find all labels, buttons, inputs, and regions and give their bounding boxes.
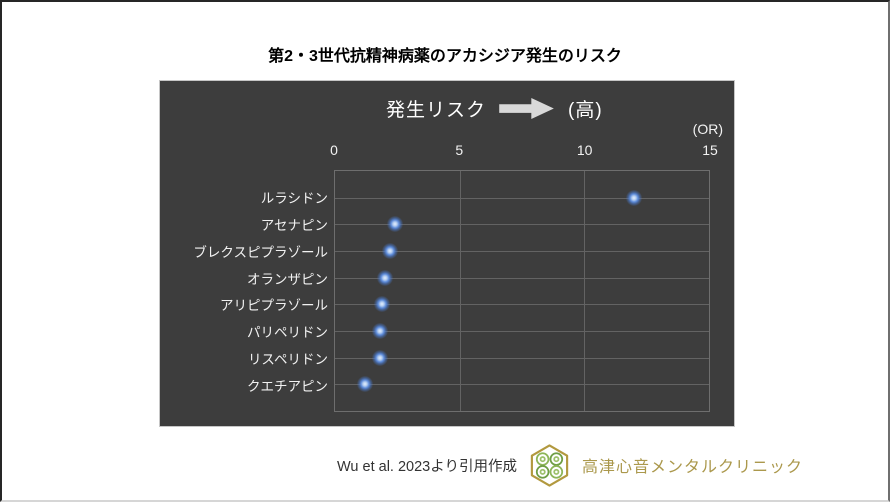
y-axis-labels: ルラシドンアセナピンブレクスピプラゾールオランザピンアリピプラゾールパリペリドン… xyxy=(160,170,328,412)
y-axis-category-label: リスペリドン xyxy=(247,352,328,368)
y-axis-category-label: オランザピン xyxy=(247,271,328,287)
horizontal-gridline xyxy=(335,330,709,332)
clinic-name: 高津心音メンタルクリニック xyxy=(581,459,803,476)
x-axis-tick-label: 0 xyxy=(330,142,338,158)
data-point xyxy=(374,296,391,313)
chart-header: 発生リスク (高) xyxy=(386,95,603,122)
horizontal-gridline xyxy=(335,357,709,359)
y-axis-category-label: ブレクスピプラゾール xyxy=(193,244,328,260)
plot-area xyxy=(334,170,710,412)
horizontal-gridline xyxy=(335,250,709,252)
vertical-gridline xyxy=(584,171,586,411)
data-point xyxy=(371,322,388,339)
x-axis-tick-label: 10 xyxy=(576,142,593,158)
data-point xyxy=(381,242,398,259)
data-point xyxy=(356,376,373,393)
page-title: 第2・3世代抗精神病薬のアカシジア発生のリスク xyxy=(268,48,622,65)
high-label: (高) xyxy=(568,100,603,121)
y-axis-category-label: アセナピン xyxy=(260,217,328,233)
horizontal-gridline xyxy=(335,197,709,199)
x-axis-tick-label: 15 xyxy=(702,142,718,158)
footer: Wu et al. 2023より引用作成 高津心音メンタルクリニック xyxy=(337,440,803,490)
x-axis-tick-label: 5 xyxy=(455,142,464,158)
risk-direction-label: 発生リスク xyxy=(386,100,487,121)
y-axis-category-label: クエチアピン xyxy=(247,379,328,395)
data-point xyxy=(371,349,388,366)
chart-panel: 発生リスク (高) (OR) 0 5 10 15 ルラシドンアセナピンブレクスピプラゾ… xyxy=(159,80,735,427)
odds-ratio-unit-label: (OR) xyxy=(692,121,723,137)
horizontal-gridline xyxy=(335,277,709,279)
data-point xyxy=(386,216,403,233)
y-axis-category-label: アリピプラゾール xyxy=(220,298,328,314)
data-point xyxy=(376,269,393,286)
source-citation: Wu et al. 2023より引用作成 xyxy=(337,458,517,475)
y-axis-category-label: パリペリドン xyxy=(247,325,328,341)
horizontal-gridline xyxy=(335,384,709,386)
x-axis-ticks: 0 5 10 15 xyxy=(330,142,718,160)
horizontal-gridline xyxy=(335,224,709,226)
vertical-gridline xyxy=(459,171,461,411)
right-arrow-icon xyxy=(499,97,554,120)
y-axis-category-label: ルラシドン xyxy=(260,190,328,206)
clinic-logo-icon xyxy=(530,443,569,487)
horizontal-gridline xyxy=(335,304,709,306)
data-point xyxy=(626,189,643,206)
